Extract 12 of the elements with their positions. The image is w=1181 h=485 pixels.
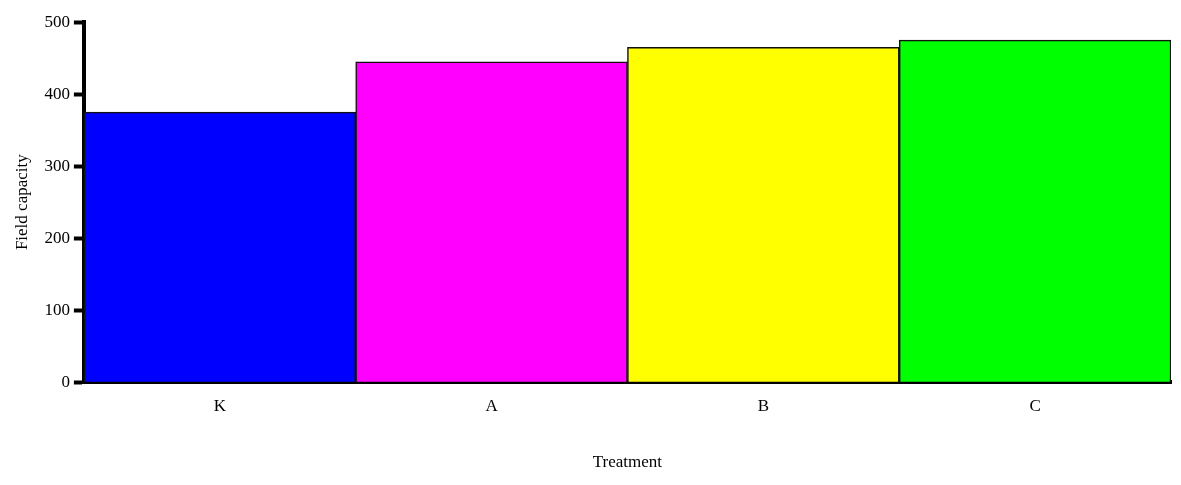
y-tick-label: 0 [61,371,70,391]
x-tick-label: B [757,395,770,415]
y-tick-label: 100 [44,299,70,319]
y-axis-title: Field capacity [11,153,31,251]
y-tick-label: 400 [44,83,70,103]
x-tick-label: K [213,395,227,415]
y-tick-label: 500 [44,11,70,31]
x-tick-label: A [485,395,499,415]
x-tick-label: C [1029,395,1041,415]
y-tick-label: 200 [44,227,70,247]
x-axis-title: Treatment [592,452,663,472]
y-tick-label: 300 [44,155,70,175]
